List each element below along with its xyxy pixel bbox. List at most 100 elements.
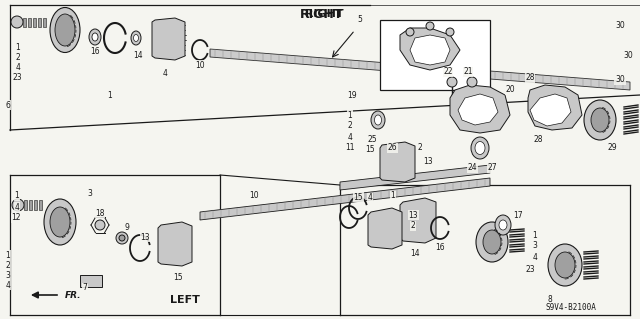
Text: 13: 13 [408, 211, 418, 219]
Text: S9V4-B2100A: S9V4-B2100A [545, 303, 596, 313]
Ellipse shape [548, 244, 582, 286]
Text: 10: 10 [195, 61, 205, 70]
Text: 30: 30 [615, 76, 625, 85]
Polygon shape [23, 18, 26, 27]
Ellipse shape [447, 77, 457, 87]
Text: 1: 1 [15, 191, 19, 201]
Polygon shape [210, 49, 630, 90]
Ellipse shape [131, 31, 141, 45]
Ellipse shape [374, 115, 381, 125]
Text: 24: 24 [467, 164, 477, 173]
Text: 3: 3 [532, 241, 538, 250]
Ellipse shape [50, 207, 70, 237]
Text: 11: 11 [345, 144, 355, 152]
Text: 18: 18 [95, 209, 105, 218]
Text: 13: 13 [140, 233, 150, 241]
Text: 17: 17 [513, 211, 523, 219]
Text: 20: 20 [505, 85, 515, 94]
Ellipse shape [495, 215, 511, 235]
Polygon shape [158, 222, 192, 266]
Text: 26: 26 [387, 144, 397, 152]
Text: 4: 4 [15, 63, 20, 72]
Bar [80, 275, 102, 287]
Text: 14: 14 [133, 50, 143, 60]
Text: 29: 29 [607, 144, 617, 152]
Polygon shape [368, 208, 402, 249]
Polygon shape [34, 200, 37, 210]
Ellipse shape [476, 222, 508, 262]
Ellipse shape [584, 100, 616, 140]
Text: 4: 4 [532, 253, 538, 262]
Text: 9: 9 [125, 222, 129, 232]
Ellipse shape [426, 22, 434, 30]
Text: 6: 6 [6, 100, 10, 109]
Text: 14: 14 [410, 249, 420, 257]
Text: 3: 3 [88, 189, 92, 197]
Polygon shape [340, 165, 490, 190]
Ellipse shape [116, 232, 128, 244]
Polygon shape [38, 18, 41, 27]
Polygon shape [400, 198, 436, 243]
Polygon shape [400, 28, 460, 70]
Polygon shape [410, 35, 450, 65]
Text: 19: 19 [347, 91, 357, 100]
Text: 4: 4 [15, 203, 19, 211]
Text: 7: 7 [83, 284, 88, 293]
Polygon shape [43, 18, 46, 27]
Text: 16: 16 [435, 243, 445, 253]
Polygon shape [33, 18, 36, 27]
Text: 4: 4 [367, 194, 372, 203]
Text: 4: 4 [348, 132, 353, 142]
Polygon shape [200, 178, 490, 220]
Text: 1: 1 [6, 250, 10, 259]
Text: 1: 1 [15, 43, 20, 53]
Ellipse shape [371, 111, 385, 129]
Text: LEFT: LEFT [170, 295, 200, 305]
Text: 25: 25 [367, 136, 377, 145]
Ellipse shape [406, 28, 414, 36]
Text: 30: 30 [615, 20, 625, 29]
Ellipse shape [11, 16, 23, 28]
Ellipse shape [483, 230, 501, 254]
Text: 4: 4 [6, 280, 10, 290]
Text: 2: 2 [411, 221, 415, 231]
Polygon shape [152, 18, 185, 60]
Ellipse shape [92, 33, 98, 41]
Text: 1: 1 [348, 110, 353, 120]
Text: 2: 2 [6, 261, 10, 270]
Text: RIGHT: RIGHT [300, 9, 344, 21]
Text: 13: 13 [423, 158, 433, 167]
Text: 27: 27 [487, 164, 497, 173]
Text: 21: 21 [463, 68, 473, 77]
Text: 15: 15 [365, 145, 375, 154]
Text: 2: 2 [418, 144, 422, 152]
Ellipse shape [55, 14, 75, 46]
Polygon shape [39, 200, 42, 210]
Text: 28: 28 [525, 73, 535, 83]
Ellipse shape [12, 199, 24, 211]
Text: 1: 1 [532, 231, 538, 240]
Ellipse shape [95, 220, 105, 230]
Text: 22: 22 [444, 68, 452, 77]
Text: 2: 2 [15, 54, 20, 63]
Ellipse shape [446, 28, 454, 36]
Text: RIGHT: RIGHT [305, 9, 344, 19]
Ellipse shape [119, 235, 125, 241]
Text: 8: 8 [548, 295, 552, 305]
Ellipse shape [89, 29, 101, 45]
Ellipse shape [467, 77, 477, 87]
Ellipse shape [44, 199, 76, 245]
Polygon shape [380, 142, 415, 182]
Polygon shape [458, 94, 498, 125]
Text: 23: 23 [12, 73, 22, 83]
Polygon shape [530, 94, 571, 126]
Polygon shape [29, 200, 32, 210]
Ellipse shape [591, 108, 609, 132]
Bar [380, 20, 490, 90]
Text: 15: 15 [173, 273, 183, 283]
Text: 16: 16 [90, 48, 100, 56]
Polygon shape [528, 85, 582, 130]
Text: 15: 15 [353, 192, 363, 202]
Text: 1: 1 [390, 191, 396, 201]
Text: 23: 23 [525, 265, 535, 275]
